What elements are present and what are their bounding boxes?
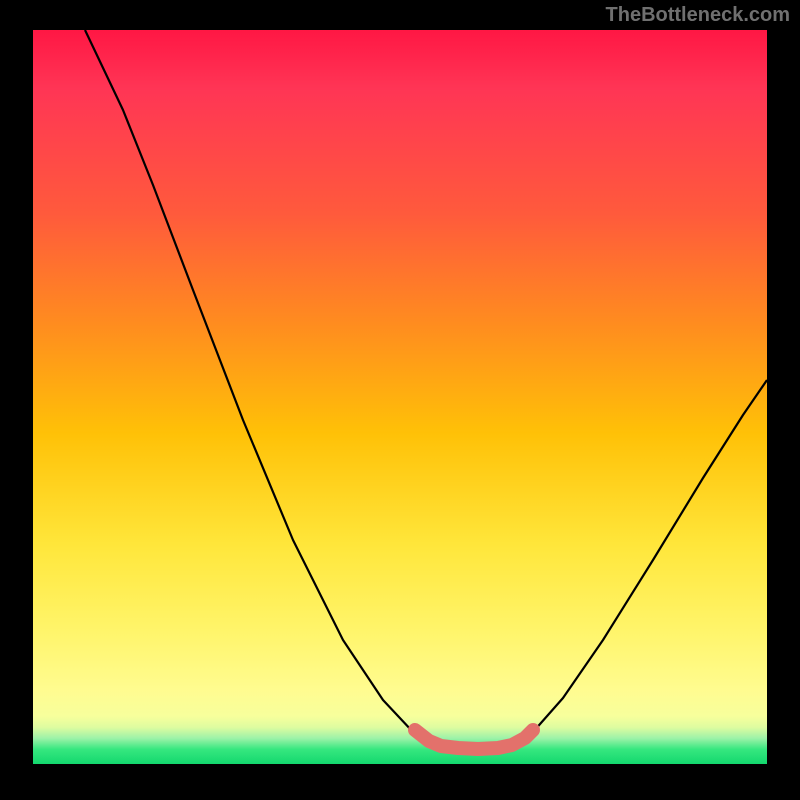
chart-svg-layer [33,30,767,764]
watermark-text: TheBottleneck.com [606,4,790,27]
chart-panel [33,30,767,764]
bottleneck-curve [85,30,767,750]
optimal-range-highlight [415,730,533,749]
